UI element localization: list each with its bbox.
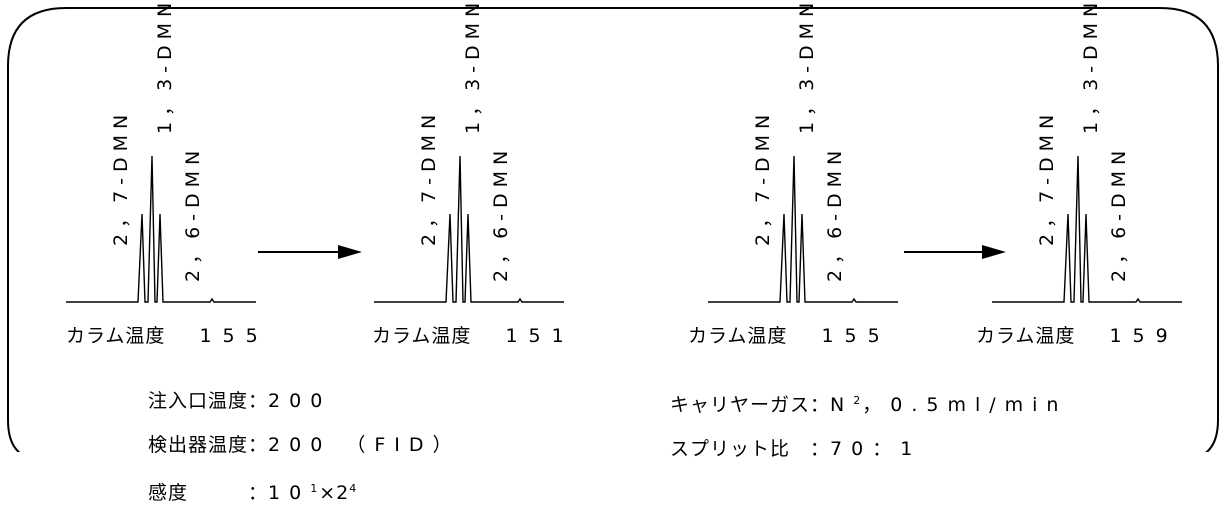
trace-line bbox=[992, 155, 1182, 303]
column-temp-label: カラム温度 bbox=[372, 325, 472, 347]
sensitivity-base: 10 bbox=[268, 482, 311, 504]
rounded-frame bbox=[7, 7, 1219, 452]
sensitivity-exp2: 4 bbox=[349, 482, 359, 495]
sensitivity-mult: ×2 bbox=[319, 482, 350, 504]
column-temp-value: 151 bbox=[505, 325, 575, 347]
column-temp-value: 155 bbox=[821, 325, 891, 347]
peak-label-1-3-dmn: 1，3-DMN bbox=[462, 0, 484, 134]
column-temp-label: カラム温度 bbox=[688, 325, 788, 347]
trace-line bbox=[374, 155, 564, 303]
peak-label-2-6-dmn: 2，6-DMN bbox=[824, 144, 846, 282]
conditions-right: キャリヤーガス：N2，0.5ml/min スプリット比 ：70：1 bbox=[670, 368, 1067, 482]
column-temp-caption: カラム温度 151 bbox=[372, 321, 575, 348]
carrier-gas-name: N bbox=[830, 394, 854, 416]
peak-label-2-6-dmn: 2，6-DMN bbox=[1108, 144, 1130, 282]
column-temp-value: 159 bbox=[1109, 325, 1179, 347]
split-ratio-row: スプリット比 ：70：1 bbox=[670, 438, 1067, 460]
column-temp-caption: カラム温度 159 bbox=[976, 321, 1179, 348]
peak-label-1-3-dmn: 1，3-DMN bbox=[796, 0, 818, 134]
detector-temp-label: 検出器温度： bbox=[148, 434, 269, 456]
peak-label-2-7-dmn: 2，7-DMN bbox=[110, 108, 132, 246]
carrier-gas-sub: 2 bbox=[853, 394, 863, 407]
injector-temp-value: 200 bbox=[268, 390, 332, 412]
peak-label-2-6-dmn: 2，6-DMN bbox=[490, 144, 512, 282]
sensitivity-exp1: 1 bbox=[310, 482, 320, 495]
split-ratio-value: 70：1 bbox=[830, 438, 922, 460]
carrier-gas-label: キャリヤーガス： bbox=[670, 394, 831, 416]
chromatogram-trace bbox=[992, 155, 1182, 303]
sensitivity-label: 感度 ： bbox=[148, 482, 269, 504]
detector-temp-value: 200 （FID） bbox=[268, 434, 461, 456]
arrow-right-2 bbox=[904, 245, 1006, 259]
injector-temp-row: 注入口温度：200 bbox=[148, 390, 460, 412]
conditions-left: 注入口温度：200 検出器温度：200 （FID） 感度 ：101×24 bbox=[148, 368, 460, 526]
column-temp-label: カラム温度 bbox=[976, 325, 1076, 347]
column-temp-label: カラム温度 bbox=[66, 325, 166, 347]
detector-temp-row: 検出器温度：200 （FID） bbox=[148, 434, 460, 456]
arrow-right-1 bbox=[258, 245, 362, 259]
sensitivity-row: 感度 ：101×24 bbox=[148, 478, 460, 504]
peak-label-2-7-dmn: 2，7-DMN bbox=[752, 108, 774, 246]
peak-label-2-6-dmn: 2，6-DMN bbox=[182, 144, 204, 282]
peak-label-2-7-dmn: 2，7-DMN bbox=[1036, 108, 1058, 246]
split-ratio-label: スプリット比 ： bbox=[670, 438, 831, 460]
trace-line bbox=[708, 155, 898, 303]
chromatogram-trace bbox=[374, 155, 564, 303]
column-temp-caption: カラム温度 155 bbox=[688, 321, 891, 348]
column-temp-value: 155 bbox=[199, 325, 269, 347]
trace-line bbox=[66, 155, 256, 303]
column-temp-caption: カラム温度 155 bbox=[66, 321, 269, 348]
peak-label-1-3-dmn: 1，3-DMN bbox=[154, 0, 176, 134]
injector-temp-label: 注入口温度： bbox=[148, 390, 269, 412]
chromatogram-trace bbox=[66, 155, 256, 303]
chromatogram-trace bbox=[708, 155, 898, 303]
carrier-gas-row: キャリヤーガス：N2，0.5ml/min bbox=[670, 390, 1067, 416]
carrier-gas-flow: ，0.5ml/min bbox=[862, 394, 1068, 416]
peak-label-2-7-dmn: 2，7-DMN bbox=[418, 108, 440, 246]
peak-label-1-3-dmn: 1，3-DMN bbox=[1080, 0, 1102, 134]
